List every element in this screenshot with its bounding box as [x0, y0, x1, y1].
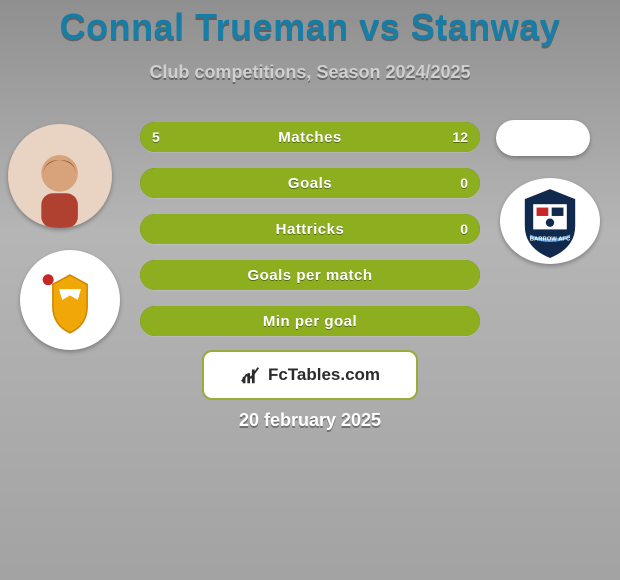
stat-label: Goals per match: [140, 260, 480, 290]
bar-chart-icon: [240, 364, 262, 386]
stat-bar: Min per goal: [140, 306, 480, 336]
stat-label: Goals: [140, 168, 480, 198]
club-badge-right: BARROW AFC: [500, 178, 600, 264]
stat-value-right: 12: [452, 122, 468, 152]
stat-value-left: 5: [152, 122, 160, 152]
stat-label: Min per goal: [140, 306, 480, 336]
stat-bar: Goals0: [140, 168, 480, 198]
footer-brand-text: FcTables.com: [268, 365, 380, 385]
page-title: Connal Trueman vs Stanway: [0, 0, 620, 48]
shield-icon: BARROW AFC: [508, 179, 592, 263]
stat-value-right: 0: [460, 168, 468, 198]
footer-brand-card: FcTables.com: [202, 350, 418, 400]
shield-icon: [31, 261, 109, 339]
stat-bar: Goals per match: [140, 260, 480, 290]
player-right-avatar: [496, 120, 590, 156]
subtitle: Club competitions, Season 2024/2025: [0, 62, 620, 83]
stats-area: Matches512Goals0Hattricks0Goals per matc…: [140, 122, 480, 352]
stat-bar: Hattricks0: [140, 214, 480, 244]
player-left-avatar: [8, 124, 112, 228]
person-icon: [18, 145, 101, 228]
stat-label: Matches: [140, 122, 480, 152]
svg-text:BARROW AFC: BARROW AFC: [530, 236, 571, 242]
date: 20 february 2025: [0, 410, 620, 431]
stat-bar: Matches5 12: [140, 122, 480, 152]
club-badge-left: [20, 250, 120, 350]
stat-label: Hattricks: [140, 214, 480, 244]
stat-value-right: 0: [460, 214, 468, 244]
